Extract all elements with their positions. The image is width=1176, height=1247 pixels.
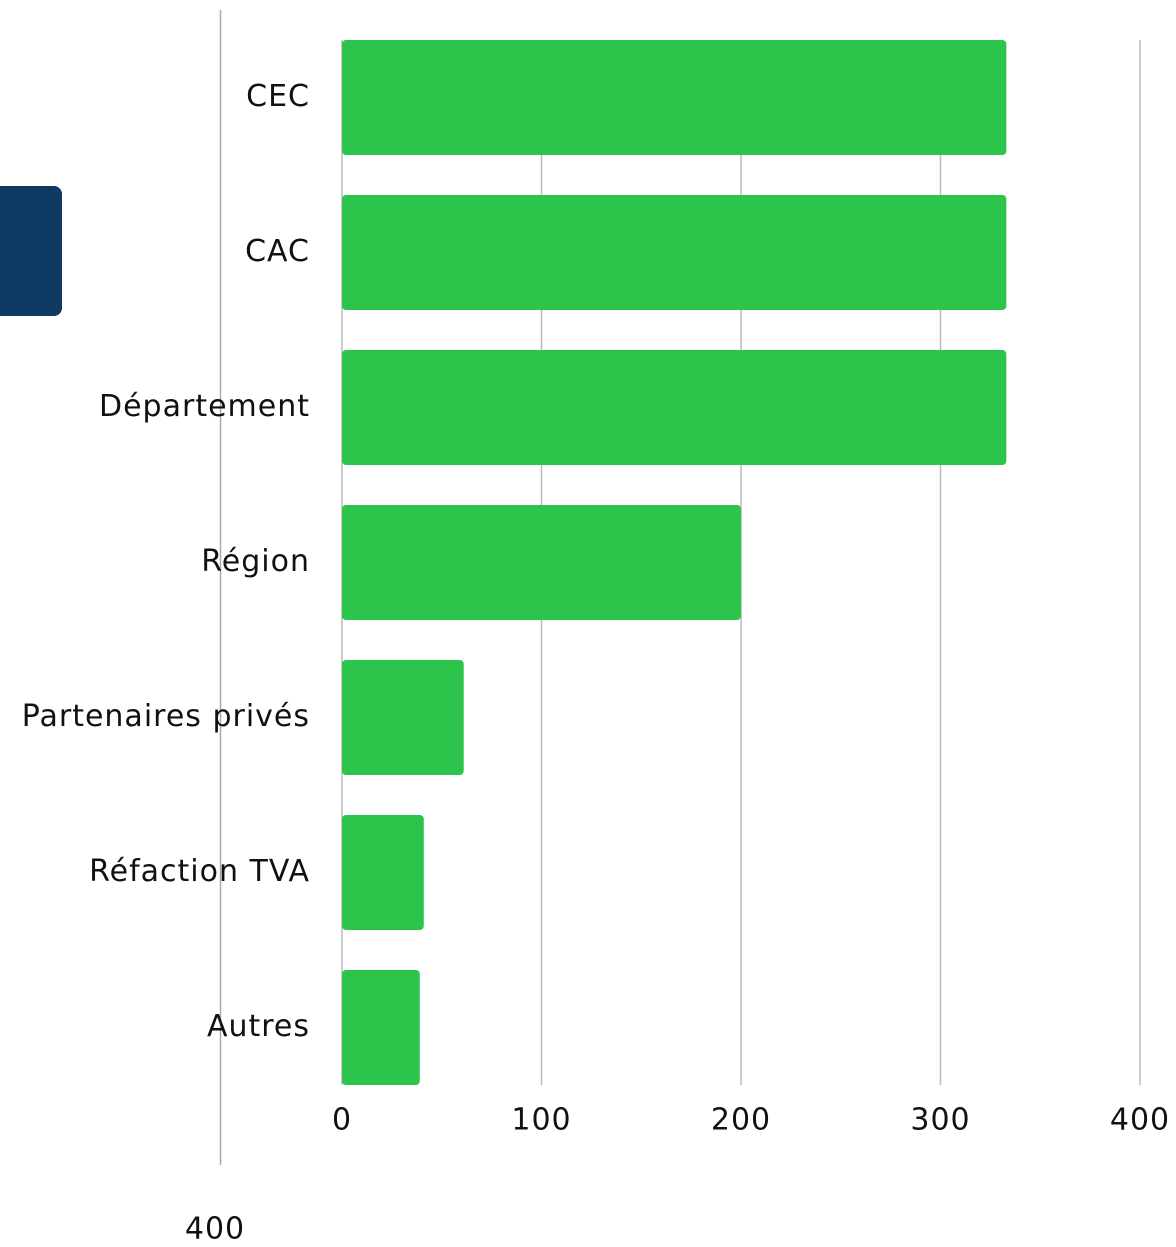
bar	[342, 40, 1007, 155]
bar	[342, 350, 1007, 465]
x-tick-label: 400	[1110, 1103, 1170, 1138]
bar	[342, 815, 424, 930]
x-tick-label: 100	[511, 1103, 571, 1138]
bar	[342, 660, 464, 775]
bar	[342, 970, 420, 1085]
y-tick-label: Partenaires privés	[22, 699, 310, 734]
background-tick-label: 400	[185, 1212, 245, 1247]
x-tick-label: 300	[910, 1103, 970, 1138]
y-tick-label: CAC	[245, 234, 310, 269]
y-tick-label: CEC	[246, 79, 310, 114]
y-tick-label: Autres	[207, 1009, 310, 1044]
y-tick-label: Département	[99, 389, 310, 424]
y-tick-label: Réfaction TVA	[89, 854, 310, 889]
bar	[342, 505, 741, 620]
y-tick-label: Région	[201, 544, 310, 579]
x-tick-label: 200	[711, 1103, 771, 1138]
bar	[342, 195, 1007, 310]
x-tick-label: 0	[332, 1103, 352, 1138]
background-panel	[0, 186, 62, 316]
